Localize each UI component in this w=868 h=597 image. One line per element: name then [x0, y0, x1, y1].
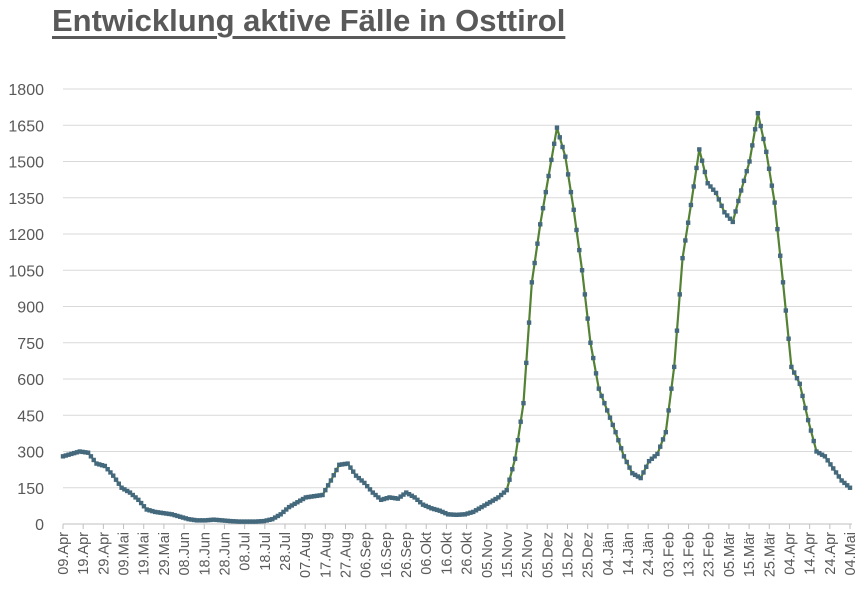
x-tick-label: 09.Mai	[117, 532, 133, 576]
x-tick-label: 06.Okt	[419, 532, 435, 575]
y-tick-label: 1350	[8, 191, 44, 208]
x-tick-label: 25.Nov	[520, 531, 536, 578]
x-tick-label: 04.Jän	[601, 532, 617, 576]
x-tick-label: 26.Sep	[399, 532, 415, 578]
y-tick-label: 1650	[8, 118, 44, 135]
y-tick-label: 1200	[8, 227, 44, 244]
x-tick-label: 15.Nov	[500, 531, 516, 578]
x-tick-label: 08.Jun	[177, 532, 193, 576]
x-tick-label: 04.Mai	[843, 532, 859, 576]
gridlines	[63, 88, 852, 525]
x-tick-label: 28.Jun	[217, 532, 233, 576]
x-tick-label: 19.Apr	[76, 532, 92, 575]
y-tick-label: 300	[17, 445, 44, 462]
x-tick-label: 24.Apr	[823, 532, 839, 575]
y-tick-label: 750	[17, 336, 44, 353]
x-tick-label: 07.Aug	[298, 532, 314, 578]
x-tick-label: 24.Jän	[641, 532, 657, 576]
y-tick-label: 0	[35, 517, 44, 534]
x-tick-label: 27.Aug	[339, 532, 355, 578]
x-axis: 09.Apr 19.Apr 29.Apr 09.Mai 19.Mai 29.Mai 08.J…	[56, 524, 859, 578]
series-line	[62, 112, 851, 523]
x-tick-label: 16.Sep	[379, 532, 395, 578]
chart-title: Entwicklung aktive Fälle in Osttirol	[52, 3, 566, 38]
x-tick-label: 05.Mär	[722, 532, 738, 577]
x-tick-label: 09.Apr	[56, 532, 72, 575]
x-tick-label: 14.Apr	[803, 532, 819, 575]
x-tick-label: 28.Jul	[278, 532, 294, 571]
x-tick-label: 25.Mär	[762, 532, 778, 577]
x-tick-label: 05.Nov	[480, 531, 496, 578]
y-tick-label: 1050	[8, 263, 44, 280]
x-tick-label: 18.Jul	[258, 532, 274, 571]
x-tick-label: 04.Apr	[782, 532, 798, 575]
x-tick-label: 23.Feb	[702, 532, 718, 577]
y-tick-label: 150	[17, 481, 44, 498]
x-tick-label: 15.Mär	[742, 532, 758, 577]
x-tick-label: 29.Apr	[96, 532, 112, 575]
x-tick-label: 08.Jul	[238, 532, 254, 571]
x-tick-label: 15.Dez	[560, 532, 576, 578]
x-tick-label: 06.Sep	[359, 532, 375, 578]
x-tick-label: 25.Dez	[581, 532, 597, 578]
x-tick-label: 19.Mai	[137, 532, 153, 576]
y-axis: 0 150 300 450 600 750 900 1050 1200 1350 1500 1650 1…	[8, 82, 44, 534]
x-tick-label: 17.Aug	[318, 532, 334, 578]
x-tick-label: 29.Mai	[157, 532, 173, 576]
x-tick-label: 16.Okt	[439, 532, 455, 575]
x-tick-label: 05.Dez	[540, 532, 556, 578]
x-tick-label: 14.Jän	[621, 532, 637, 576]
y-tick-label: 1800	[8, 82, 44, 99]
series-markers	[60, 110, 853, 524]
x-tick-label: 03.Feb	[661, 532, 677, 577]
y-tick-label: 600	[17, 372, 44, 389]
x-tick-label: 18.Jun	[197, 532, 213, 576]
y-tick-label: 450	[17, 408, 44, 425]
x-tick-label: 26.Okt	[460, 532, 476, 575]
y-tick-label: 900	[17, 300, 44, 317]
x-tick-label: 13.Feb	[682, 532, 698, 577]
y-tick-label: 1500	[8, 155, 44, 172]
